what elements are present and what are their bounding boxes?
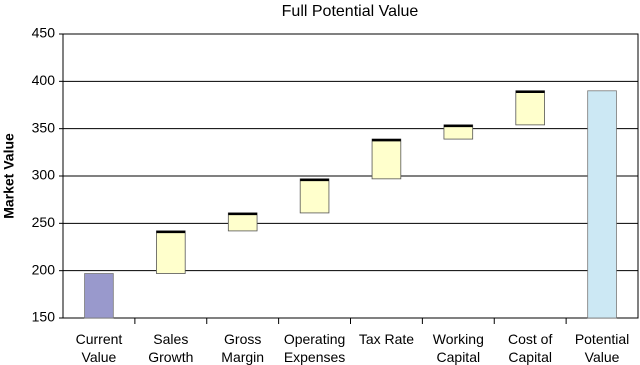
x-tick-label: Tax Rate	[358, 331, 415, 347]
y-axis-label: Market Value	[1, 133, 17, 219]
x-tick-label: Operating Expenses	[283, 331, 346, 365]
chart-title: Full Potential Value	[282, 3, 419, 20]
increase-bar	[227, 212, 258, 232]
x-tick-label: Cost of Capital	[508, 331, 553, 365]
y-tick-label: 250	[32, 214, 56, 230]
y-tick-label: 150	[32, 309, 56, 325]
y-tick-label: 350	[32, 119, 56, 135]
x-tick-label: Working Capital	[432, 331, 484, 365]
total-bar	[587, 90, 617, 319]
y-tick-label: 400	[32, 72, 56, 88]
y-tick-label: 450	[32, 25, 56, 41]
total-bar	[84, 273, 114, 319]
increase-bar	[515, 90, 545, 126]
increase-bar	[299, 178, 330, 214]
x-tick-label: Gross Margin	[221, 331, 265, 365]
y-tick-label: 300	[32, 167, 56, 183]
x-tick-label: Current Value	[75, 331, 123, 365]
x-tick-label: Potential Value	[574, 331, 630, 365]
y-tick-label: 200	[32, 261, 56, 277]
x-tick-label: Sales Growth	[148, 331, 194, 365]
increase-bar	[371, 138, 402, 180]
increase-bar	[156, 230, 186, 274]
